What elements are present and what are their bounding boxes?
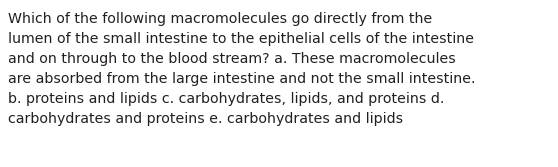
Text: Which of the following macromolecules go directly from the
lumen of the small in: Which of the following macromolecules go… bbox=[8, 12, 475, 126]
